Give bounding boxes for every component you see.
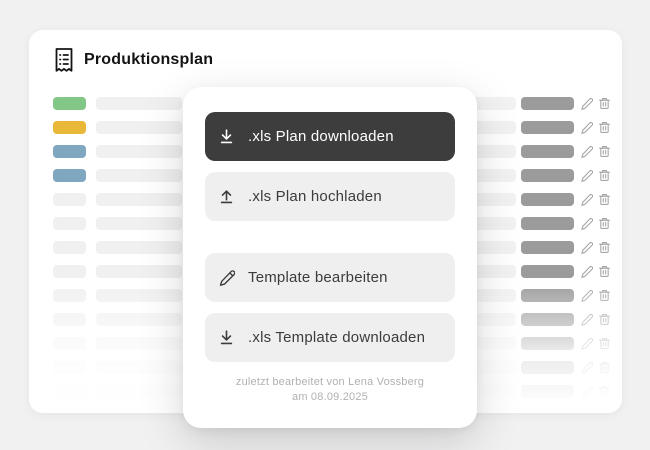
row-placeholder-bar	[96, 337, 182, 350]
button-label: Template bearbeiten	[248, 269, 388, 286]
row-delete-trash-icon[interactable]	[598, 145, 611, 158]
row-value-bar	[521, 385, 574, 398]
template-edit-button[interactable]: Template bearbeiten	[205, 253, 455, 302]
row-edit-pencil-icon[interactable]	[580, 217, 593, 230]
row-placeholder-bar	[96, 313, 182, 326]
row-edit-pencil-icon[interactable]	[580, 121, 593, 134]
row-delete-trash-icon[interactable]	[598, 217, 611, 230]
last-edited-line2: am 08.09.2025	[292, 391, 368, 403]
row-value-bar	[521, 361, 574, 374]
row-delete-trash-icon[interactable]	[598, 289, 611, 302]
row-value-bar	[521, 337, 574, 350]
modal-buttons: .xls Plan downloaden .xls Plan hochladen…	[205, 112, 455, 362]
xls-plan-upload-button[interactable]: .xls Plan hochladen	[205, 172, 455, 221]
row-value-bar	[521, 289, 574, 302]
row-status-pill	[53, 169, 86, 182]
row-placeholder-bar	[96, 145, 182, 158]
row-value-bar	[521, 193, 574, 206]
row-edit-pencil-icon[interactable]	[580, 337, 593, 350]
download-icon	[217, 128, 235, 146]
xls-template-download-button[interactable]: .xls Template downloaden	[205, 313, 455, 362]
row-placeholder-bar	[96, 385, 182, 398]
row-placeholder-bar	[96, 169, 182, 182]
row-delete-trash-icon[interactable]	[598, 193, 611, 206]
receipt-icon	[55, 48, 73, 72]
last-edited-note: zuletzt bearbeitet von Lena Vossberg am …	[205, 375, 455, 405]
row-value-bar	[521, 97, 574, 110]
row-placeholder-bar	[96, 193, 182, 206]
row-value-bar	[521, 145, 574, 158]
row-value-bar	[521, 313, 574, 326]
row-delete-trash-icon[interactable]	[598, 169, 611, 182]
row-placeholder-bar	[96, 289, 182, 302]
row-status-pill	[53, 241, 86, 254]
row-value-bar	[521, 217, 574, 230]
row-status-pill	[53, 385, 86, 398]
row-edit-pencil-icon[interactable]	[580, 97, 593, 110]
row-status-pill	[53, 337, 86, 350]
row-placeholder-bar	[96, 121, 182, 134]
row-edit-pencil-icon[interactable]	[580, 361, 593, 374]
row-placeholder-bar	[96, 241, 182, 254]
last-edited-line1: zuletzt bearbeitet von Lena Vossberg	[235, 376, 425, 388]
button-label: .xls Plan downloaden	[248, 128, 394, 145]
row-edit-pencil-icon[interactable]	[580, 313, 593, 326]
row-delete-trash-icon[interactable]	[598, 121, 611, 134]
row-edit-pencil-icon[interactable]	[580, 265, 593, 278]
row-delete-trash-icon[interactable]	[598, 337, 611, 350]
page-title: Produktionsplan	[84, 51, 214, 68]
pencil-icon	[217, 269, 235, 287]
row-status-pill	[53, 217, 86, 230]
row-edit-pencil-icon[interactable]	[580, 385, 593, 398]
table-row	[29, 97, 622, 110]
row-value-bar	[521, 121, 574, 134]
row-placeholder-bar	[96, 217, 182, 230]
row-delete-trash-icon[interactable]	[598, 313, 611, 326]
row-status-pill	[53, 361, 86, 374]
xls-plan-download-button[interactable]: .xls Plan downloaden	[205, 112, 455, 161]
row-edit-pencil-icon[interactable]	[580, 241, 593, 254]
row-edit-pencil-icon[interactable]	[580, 193, 593, 206]
row-status-pill	[53, 121, 86, 134]
row-status-pill	[53, 97, 86, 110]
row-delete-trash-icon[interactable]	[598, 97, 611, 110]
row-status-pill	[53, 289, 86, 302]
row-edit-pencil-icon[interactable]	[580, 169, 593, 182]
row-value-bar	[521, 169, 574, 182]
plan-actions-modal: .xls Plan downloaden .xls Plan hochladen…	[183, 87, 477, 428]
row-placeholder-bar	[96, 265, 182, 278]
row-value-bar	[521, 265, 574, 278]
row-delete-trash-icon[interactable]	[598, 265, 611, 278]
row-status-pill	[53, 193, 86, 206]
upload-icon	[217, 188, 235, 206]
row-edit-pencil-icon[interactable]	[580, 289, 593, 302]
button-label: .xls Template downloaden	[248, 329, 426, 346]
button-label: .xls Plan hochladen	[248, 188, 382, 205]
download-icon	[217, 329, 235, 347]
row-status-pill	[53, 265, 86, 278]
row-delete-trash-icon[interactable]	[598, 361, 611, 374]
row-status-pill	[53, 145, 86, 158]
card-header: Produktionsplan	[53, 47, 213, 73]
row-delete-trash-icon[interactable]	[598, 241, 611, 254]
row-edit-pencil-icon[interactable]	[580, 145, 593, 158]
row-value-bar	[521, 241, 574, 254]
row-placeholder-bar	[96, 97, 182, 110]
row-delete-trash-icon[interactable]	[598, 385, 611, 398]
row-status-pill	[53, 313, 86, 326]
row-placeholder-bar	[96, 361, 182, 374]
